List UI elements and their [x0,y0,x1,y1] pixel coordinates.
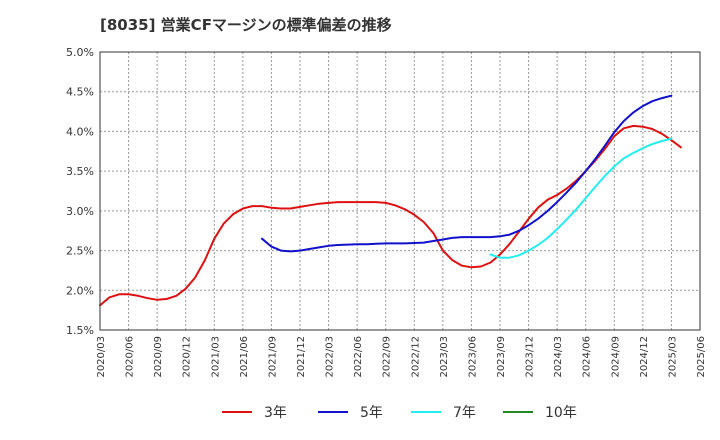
grid [100,52,700,330]
y-tick-label: 4.0% [66,125,94,138]
y-tick-label: 2.5% [66,245,94,258]
x-tick-label: 2025/06 [696,336,707,378]
x-axis-ticks: 2020/03 2020/06 2020/09 2020/12 2021/03 2021/… [96,336,707,378]
y-tick-label: 2.0% [66,284,94,297]
x-tick-label: 2022/06 [353,336,364,378]
x-tick-label: 2023/03 [439,336,450,378]
x-tick-label: 2025/03 [667,336,678,378]
x-tick-label: 2021/06 [239,336,250,378]
x-tick-label: 2021/03 [210,336,221,378]
y-tick-label: 3.5% [66,165,94,178]
legend-label: 7年 [453,405,476,421]
x-tick-label: 2020/09 [153,336,164,378]
series-line-3年 [99,124,682,307]
x-tick-label: 2020/12 [182,336,193,378]
x-tick-label: 2024/12 [639,336,650,378]
y-axis-ticks: 1.5% 2.0% 2.5% 3.0% 3.5% 4.0% 4.5% 5.0% [66,46,94,337]
x-tick-label: 2024/09 [610,336,621,378]
x-tick-label: 2022/09 [382,336,393,378]
x-tick-label: 2022/03 [325,336,336,378]
x-tick-label: 2021/09 [267,336,278,378]
legend-label: 5年 [360,405,383,421]
series-lines [99,94,682,307]
x-tick-label: 2022/12 [410,336,421,378]
y-tick-label: 5.0% [66,46,94,59]
plot-frame [99,51,701,331]
chart-title: [8035] 営業CFマージンの標準偏差の推移 [100,16,392,34]
y-tick-label: 4.5% [66,86,94,99]
series-line-7年 [489,137,673,259]
x-tick-label: 2021/12 [296,336,307,378]
x-tick-label: 2023/06 [467,336,478,378]
x-tick-label: 2023/12 [525,336,536,378]
y-tick-label: 3.0% [66,205,94,218]
legend-label: 3年 [264,405,287,421]
x-tick-label: 2020/03 [96,336,107,378]
x-tick-label: 2020/06 [125,336,136,378]
legend: 3年 5年 7年 10年 [222,405,577,421]
series-line-5年 [261,94,673,253]
x-tick-label: 2024/03 [553,336,564,378]
x-tick-label: 2024/06 [582,336,593,378]
legend-label: 10年 [545,405,577,421]
y-tick-label: 1.5% [66,324,94,337]
x-tick-label: 2023/09 [496,336,507,378]
